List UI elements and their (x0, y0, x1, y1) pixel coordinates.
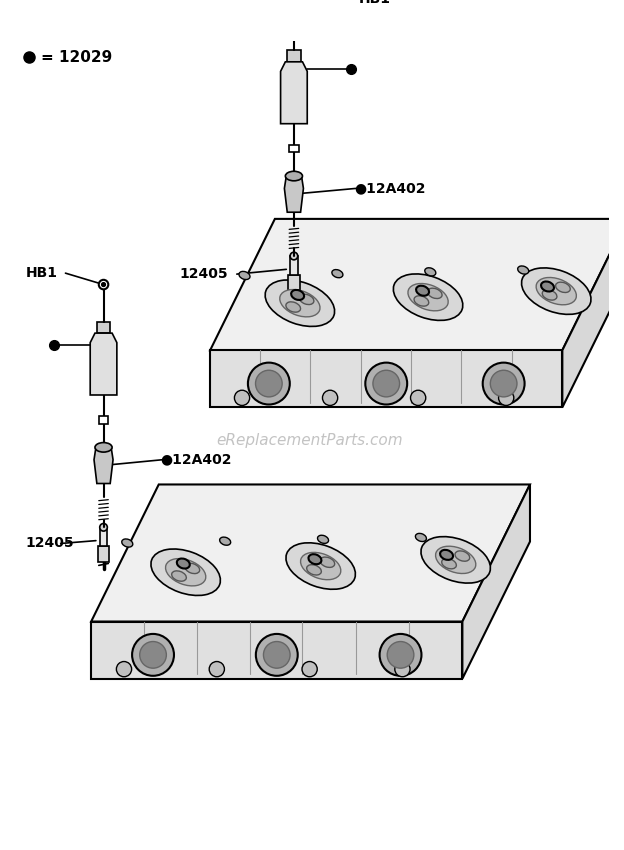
Ellipse shape (291, 290, 304, 300)
Ellipse shape (172, 571, 187, 581)
Text: HB1: HB1 (359, 0, 391, 6)
Ellipse shape (132, 634, 174, 676)
Text: HB1: HB1 (26, 266, 57, 280)
Bar (100, 527, 107, 547)
Bar (287, 50, 301, 62)
Ellipse shape (95, 443, 112, 452)
Ellipse shape (286, 543, 356, 589)
Ellipse shape (373, 371, 399, 397)
Ellipse shape (318, 536, 329, 543)
Text: = 12029: = 12029 (41, 49, 112, 65)
Ellipse shape (518, 266, 529, 274)
Ellipse shape (290, 252, 298, 260)
Ellipse shape (320, 557, 334, 568)
Polygon shape (210, 350, 562, 407)
Ellipse shape (388, 642, 414, 668)
Ellipse shape (292, 11, 296, 15)
Ellipse shape (440, 550, 453, 560)
Ellipse shape (209, 661, 225, 677)
Polygon shape (462, 484, 530, 678)
Text: eReplacementParts.com: eReplacementParts.com (217, 434, 403, 448)
Ellipse shape (442, 558, 456, 569)
Text: ●12A402: ●12A402 (354, 181, 426, 196)
Polygon shape (281, 62, 307, 124)
Ellipse shape (265, 280, 334, 326)
Ellipse shape (414, 296, 429, 306)
Ellipse shape (302, 661, 317, 677)
Ellipse shape (285, 172, 303, 181)
Ellipse shape (140, 642, 167, 668)
Ellipse shape (102, 283, 105, 286)
Polygon shape (94, 447, 113, 484)
Bar (97, 321, 110, 333)
Polygon shape (90, 333, 117, 395)
Ellipse shape (235, 390, 250, 405)
Ellipse shape (425, 268, 436, 276)
Ellipse shape (99, 280, 109, 289)
Ellipse shape (165, 558, 206, 586)
Ellipse shape (248, 363, 290, 405)
Ellipse shape (411, 390, 426, 405)
Ellipse shape (306, 564, 321, 575)
Polygon shape (285, 176, 303, 212)
Polygon shape (91, 621, 462, 678)
Bar (290, 256, 298, 275)
Text: 12405: 12405 (26, 536, 74, 551)
Ellipse shape (185, 564, 200, 574)
Text: ●12A402: ●12A402 (160, 453, 232, 467)
Ellipse shape (555, 282, 570, 292)
Ellipse shape (483, 363, 525, 405)
Ellipse shape (332, 269, 343, 278)
Ellipse shape (536, 277, 577, 305)
Text: 12405: 12405 (180, 267, 228, 281)
Ellipse shape (416, 534, 426, 541)
Ellipse shape (220, 537, 231, 545)
Ellipse shape (280, 290, 320, 317)
Ellipse shape (542, 290, 557, 300)
Bar (289, 144, 299, 152)
Ellipse shape (299, 294, 314, 304)
Ellipse shape (499, 390, 514, 405)
Ellipse shape (100, 524, 107, 531)
Ellipse shape (239, 271, 250, 280)
Ellipse shape (256, 634, 298, 676)
Polygon shape (91, 484, 530, 621)
Ellipse shape (308, 554, 321, 564)
Ellipse shape (117, 661, 132, 677)
Ellipse shape (490, 371, 517, 397)
Ellipse shape (323, 390, 338, 405)
Ellipse shape (365, 363, 407, 405)
Ellipse shape (421, 536, 490, 583)
Ellipse shape (408, 284, 448, 311)
Ellipse shape (301, 552, 341, 580)
Ellipse shape (379, 634, 421, 676)
Ellipse shape (393, 274, 463, 320)
Ellipse shape (541, 281, 554, 292)
Ellipse shape (395, 661, 410, 677)
Ellipse shape (286, 302, 301, 312)
Ellipse shape (455, 551, 470, 561)
Bar (98, 547, 109, 562)
Ellipse shape (255, 371, 282, 397)
Ellipse shape (416, 286, 429, 296)
Ellipse shape (151, 549, 220, 596)
Bar (99, 416, 109, 423)
Ellipse shape (122, 539, 133, 547)
Ellipse shape (177, 558, 190, 569)
Ellipse shape (427, 288, 442, 298)
Ellipse shape (436, 547, 476, 574)
Ellipse shape (522, 268, 591, 314)
Polygon shape (210, 219, 624, 350)
Polygon shape (562, 219, 624, 407)
Bar (288, 275, 300, 291)
Ellipse shape (289, 8, 299, 18)
Ellipse shape (263, 642, 290, 668)
